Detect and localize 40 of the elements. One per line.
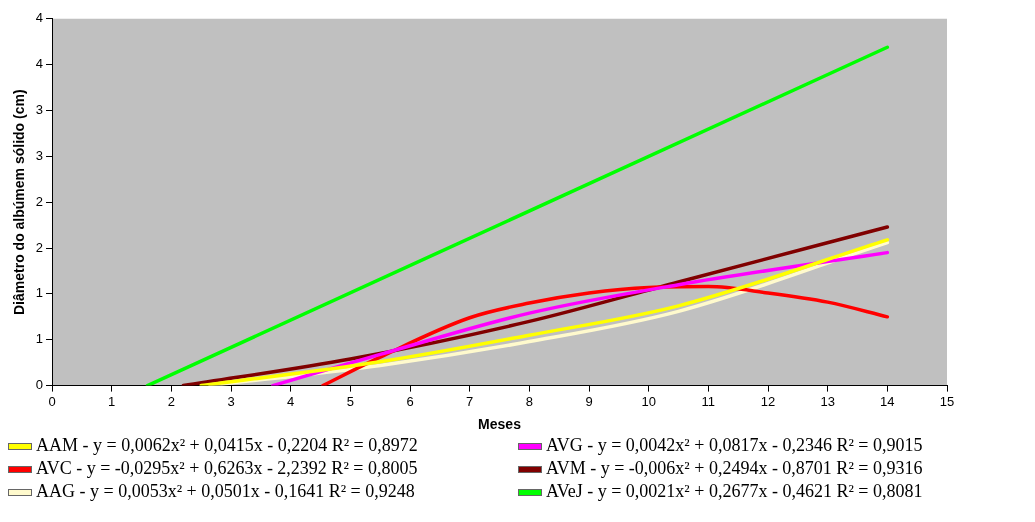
x-tick-label: 1 xyxy=(108,393,116,409)
x-tick-label: 14 xyxy=(880,393,895,409)
y-tick-label: 4 xyxy=(35,10,44,26)
y-tick-label: 4 xyxy=(35,56,44,72)
x-tick-label: 10 xyxy=(641,393,656,409)
line-series xyxy=(271,250,890,386)
y-tick-label: 2 xyxy=(35,239,44,255)
x-tick-label: 6 xyxy=(406,393,414,409)
x-tick-label: 2 xyxy=(167,393,175,409)
y-tick-label: 1 xyxy=(35,285,44,301)
legend-label: AAG xyxy=(36,481,75,501)
y-tick-label: 1 xyxy=(35,331,44,347)
x-tick-label: 7 xyxy=(466,393,474,409)
x-tick-label: 9 xyxy=(585,393,593,409)
x-tick-label: 13 xyxy=(820,393,835,409)
y-axis-title: Diâmetro do albúmem sólido (cm) xyxy=(11,89,28,315)
y-tick-label: 3 xyxy=(35,102,44,118)
text: - y = 0,0042x² + 0,0817x - 0,2346 R² = 0,9015 xyxy=(587,435,923,455)
y-tick-label: 2 xyxy=(35,193,44,209)
text: - y = 0,0053x² + 0,0501x - 0,1641 R² = 0,9248 xyxy=(79,481,415,501)
text: - y = 0,0062x² + 0,0415x - 0,2204 R² = 0,8972 xyxy=(82,435,418,455)
x-tick-label: 3 xyxy=(227,393,235,409)
x-tick-label: 15 xyxy=(939,393,955,409)
x-tick-label: 12 xyxy=(760,393,776,409)
x-tick-label: 0 xyxy=(48,393,56,409)
y-tick-label: 3 xyxy=(35,147,44,163)
legend-label: AVeJ xyxy=(546,481,583,501)
y-tick-label: 0 xyxy=(35,377,44,393)
legend-label: AVM xyxy=(546,458,586,478)
x-axis-title: Meses xyxy=(478,416,522,433)
text: - y = -0,0295x² + 0,6263x - 2,2392 R² = 0,8005 xyxy=(76,458,418,478)
legend-label: AVC xyxy=(36,458,72,478)
legend-label: AVG xyxy=(546,435,583,455)
x-tick-label: 5 xyxy=(346,393,354,409)
text: - y = -0,006x² + 0,2494x - 0,8701 R² = 0,9316 xyxy=(590,458,923,478)
text: - y = 0,0021x² + 0,2677x - 0,4621 R² = 0,8081 xyxy=(587,481,923,501)
x-tick-label: 11 xyxy=(701,393,716,409)
x-tick-label: 4 xyxy=(287,393,295,409)
legend-label: AAM xyxy=(36,435,79,455)
x-tick-label: 8 xyxy=(525,393,533,409)
